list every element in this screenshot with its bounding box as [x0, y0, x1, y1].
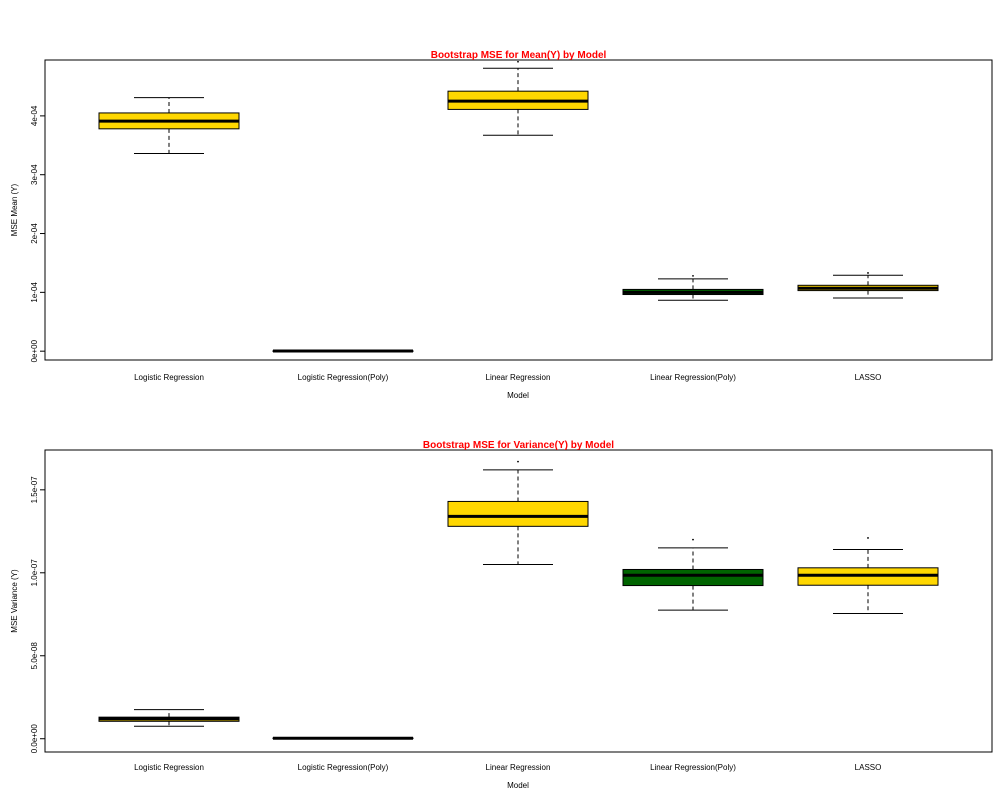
- box-4: [622, 538, 764, 611]
- x-tick-label: Linear Regression: [486, 373, 551, 382]
- x-tick-label: Logistic Regression(Poly): [298, 763, 389, 772]
- x-tick-label: Linear Regression(Poly): [650, 763, 736, 772]
- chart-panel-2: Bootstrap MSE for Variance(Y) by Model MS…: [10, 440, 993, 790]
- box-1: [98, 97, 240, 155]
- y-tick-label: 5.0e-08: [30, 642, 39, 670]
- box-2: [272, 736, 414, 740]
- outlier-point: [867, 537, 869, 539]
- outlier-point: [692, 538, 694, 541]
- box-2: [272, 349, 414, 353]
- plot-frame: [44, 59, 993, 361]
- plot-frame: [44, 449, 993, 753]
- chart-panel-1: Bootstrap MSE for Mean(Y) by Model MSE Me…: [10, 50, 993, 400]
- chart-title: Bootstrap MSE for Mean(Y) by Model: [431, 50, 607, 61]
- x-tick-label: Linear Regression(Poly): [650, 373, 736, 382]
- y-tick-label: 1.0e-07: [30, 559, 39, 587]
- box-3: [447, 60, 589, 136]
- y-tick-label: 1.5e-07: [30, 476, 39, 504]
- x-tick-label: LASSO: [855, 763, 882, 772]
- y-axis-label: MSE Variance (Y): [10, 569, 19, 633]
- box-5: [797, 272, 939, 299]
- box-3: [447, 460, 589, 565]
- y-tick-label: 0.0e+00: [30, 724, 39, 754]
- x-tick-label: Linear Regression: [486, 763, 551, 772]
- y-tick-label: 0e+00: [30, 339, 39, 362]
- x-tick-label: Logistic Regression: [134, 763, 204, 772]
- x-axis-label: Model: [507, 391, 529, 400]
- outlier-point: [867, 272, 869, 274]
- y-tick-label: 2e-04: [30, 223, 39, 244]
- y-tick-label: 3e-04: [30, 164, 39, 185]
- box-iqr: [447, 500, 589, 527]
- chart-title: Bootstrap MSE for Variance(Y) by Model: [423, 440, 614, 451]
- x-tick-label: Logistic Regression: [134, 373, 204, 382]
- x-tick-label: LASSO: [855, 373, 882, 382]
- outlier-point: [517, 60, 519, 63]
- x-tick-label: Logistic Regression(Poly): [298, 373, 389, 382]
- x-axis-label: Model: [507, 781, 529, 790]
- y-tick-label: 4e-04: [30, 105, 39, 126]
- y-axis-label: MSE Mean (Y): [10, 183, 19, 236]
- box-iqr: [622, 568, 764, 587]
- box-4: [622, 274, 764, 301]
- y-tick-label: 1e-04: [30, 282, 39, 303]
- outlier-point: [517, 460, 519, 463]
- box-1: [98, 709, 240, 727]
- outlier-point: [692, 274, 694, 277]
- box-5: [797, 537, 939, 614]
